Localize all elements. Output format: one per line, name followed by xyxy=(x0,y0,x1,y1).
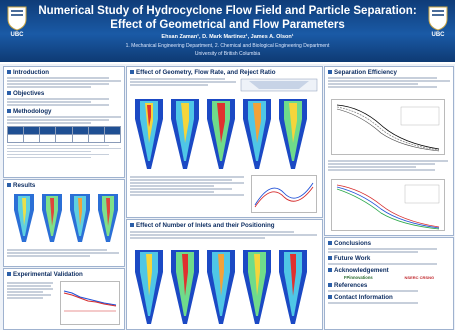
geometry-panel: Effect of Geometry, Flow Rate, and Rejec… xyxy=(126,66,323,218)
poster-title: Numerical Study of Hydrocyclone Flow Fie… xyxy=(32,4,423,32)
section-bullet-icon xyxy=(7,70,11,75)
geometry-heading: Effect of Geometry, Flow Rate, and Rejec… xyxy=(136,69,276,76)
section-bullet-icon xyxy=(7,272,11,277)
efficiency-curve-plot-2 xyxy=(331,179,445,231)
section-bullet-icon xyxy=(328,256,332,261)
fpinnovations-logo: FPinnovations xyxy=(343,274,373,280)
nserc-logo: NSERC CRSNG xyxy=(404,274,435,280)
future-work-heading: Future Work xyxy=(334,254,371,262)
conclusions-panel: Conclusions Future Work Acknowledgement … xyxy=(324,237,454,330)
authors: Ehsan Zaman¹, D. Mark Martinez¹, James A… xyxy=(161,34,294,40)
section-bullet-icon xyxy=(7,109,11,114)
logo-left-text: UBC xyxy=(10,32,24,38)
parameters-table xyxy=(6,125,122,143)
methodology-heading: Methodology xyxy=(13,107,52,115)
title-line-2: Effect of Geometrical and Flow Parameter… xyxy=(110,19,345,31)
inlets-panel: Effect of Number of Inlets and their Pos… xyxy=(126,219,323,330)
velocity-contour-figures xyxy=(14,194,118,242)
ubc-logo-left: UBC xyxy=(6,5,28,38)
parameter-diagram xyxy=(240,78,318,92)
section-bullet-icon xyxy=(130,223,134,228)
section-bullet-icon xyxy=(328,283,332,288)
title-line-1: Numerical Study of Hydrocyclone Flow Fie… xyxy=(38,5,417,17)
velocity-profile-plot xyxy=(251,175,317,213)
flow-field-figures xyxy=(135,99,307,169)
university: University of British Columbia xyxy=(194,51,261,57)
conclusions-heading: Conclusions xyxy=(334,240,372,247)
header-banner: UBC Numerical Study of Hydrocyclone Flow… xyxy=(0,0,455,62)
ubc-logo-right: UBC xyxy=(427,5,449,38)
contact-heading: Contact Information xyxy=(334,293,393,301)
section-bullet-icon xyxy=(7,183,11,188)
inlets-heading: Effect of Number of Inlets and their Pos… xyxy=(136,222,275,229)
validation-heading: Experimental Validation xyxy=(13,271,83,278)
logo-right-text: UBC xyxy=(431,32,445,38)
introduction-heading: Introduction xyxy=(13,69,50,76)
section-bullet-icon xyxy=(328,295,332,300)
inlet-configuration-figures xyxy=(135,250,307,324)
section-bullet-icon xyxy=(130,70,134,75)
affiliation: 1. Mechanical Engineering Department, 2.… xyxy=(125,43,330,49)
efficiency-curve-plot-1 xyxy=(331,99,445,155)
section-bullet-icon xyxy=(7,91,11,96)
section-bullet-icon xyxy=(328,241,332,246)
intro-panel: Introduction Objectives Methodology xyxy=(3,66,125,178)
separation-panel: Separation Efficiency xyxy=(324,66,454,236)
results-panel: Results xyxy=(3,179,125,267)
acknowledgement-heading: Acknowledgement xyxy=(334,266,389,274)
results-heading: Results xyxy=(13,182,36,189)
validation-plot xyxy=(60,281,120,325)
references-heading: References xyxy=(334,281,368,289)
section-bullet-icon xyxy=(328,268,332,273)
separation-heading: Separation Efficiency xyxy=(334,69,397,76)
validation-panel: Experimental Validation xyxy=(3,268,125,330)
section-bullet-icon xyxy=(328,70,332,75)
objectives-heading: Objectives xyxy=(13,89,45,97)
